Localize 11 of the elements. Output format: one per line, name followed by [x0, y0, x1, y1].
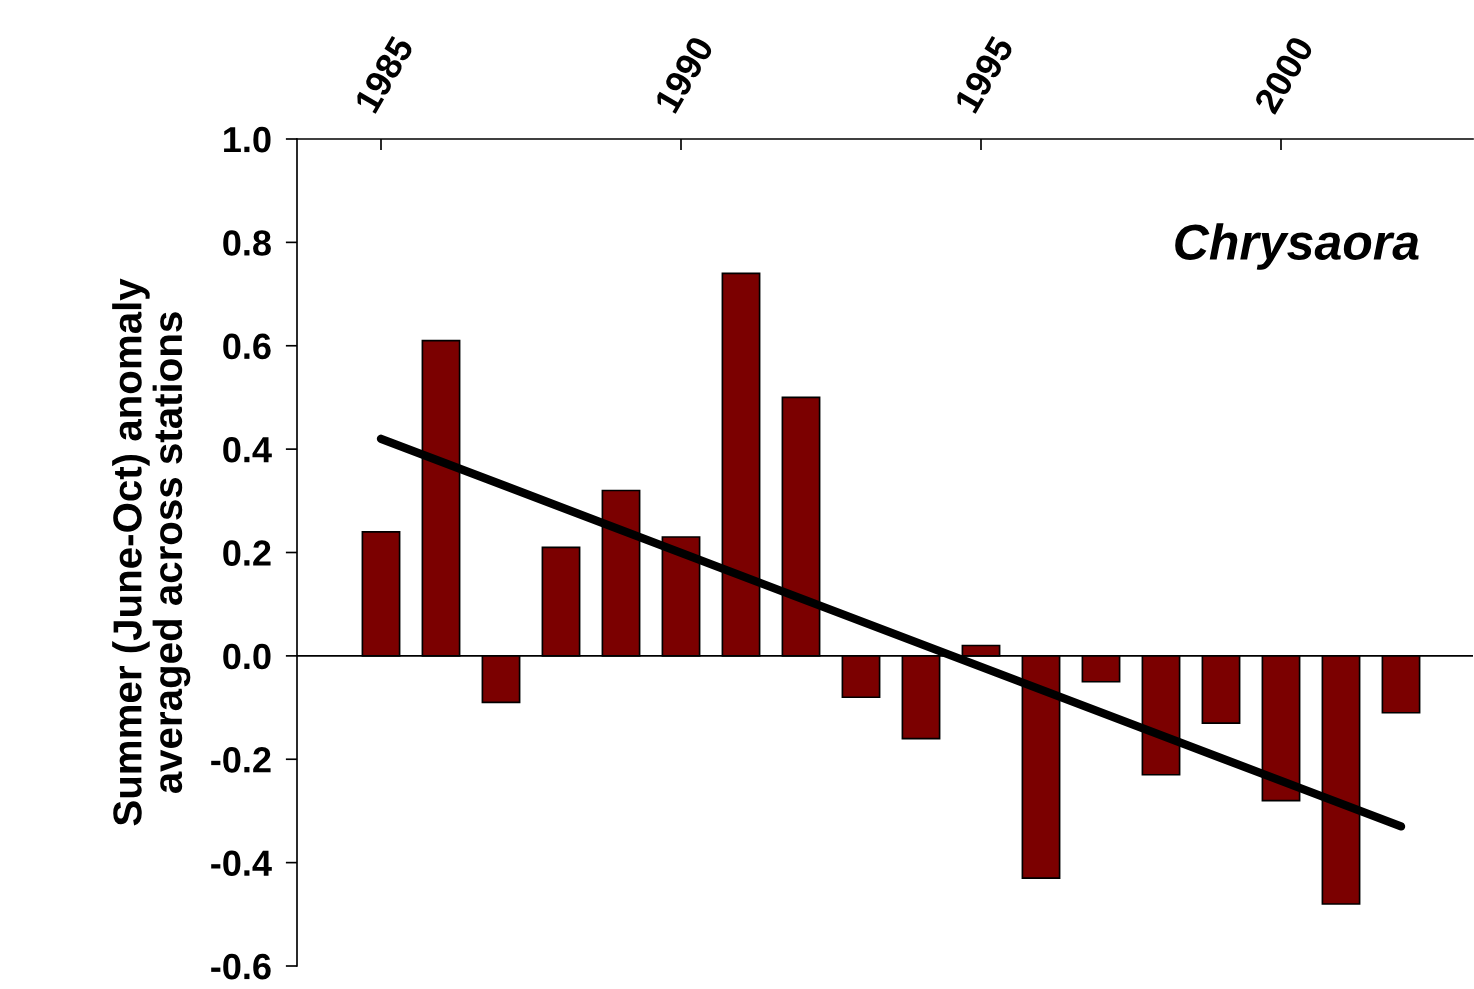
y-tick-label: 0.0 — [223, 643, 271, 670]
annotation: Chrysaora — [1175, 223, 1419, 270]
y-tick-label: -0.2 — [211, 747, 271, 773]
y-axis-title: Summer (June-Oct) anomaly averaged across stations — [112, 278, 191, 826]
y-tick-label: 0.2 — [223, 540, 271, 566]
y-tick-label: 0.8 — [223, 230, 271, 256]
y-tick-label: -0.6 — [211, 953, 271, 980]
y-tick-label: -0.4 — [211, 850, 272, 877]
y-tick-label: 1.0 — [224, 126, 271, 153]
y-tick-label: 0.4 — [223, 436, 272, 463]
y-tick-label: 0.6 — [223, 333, 271, 360]
